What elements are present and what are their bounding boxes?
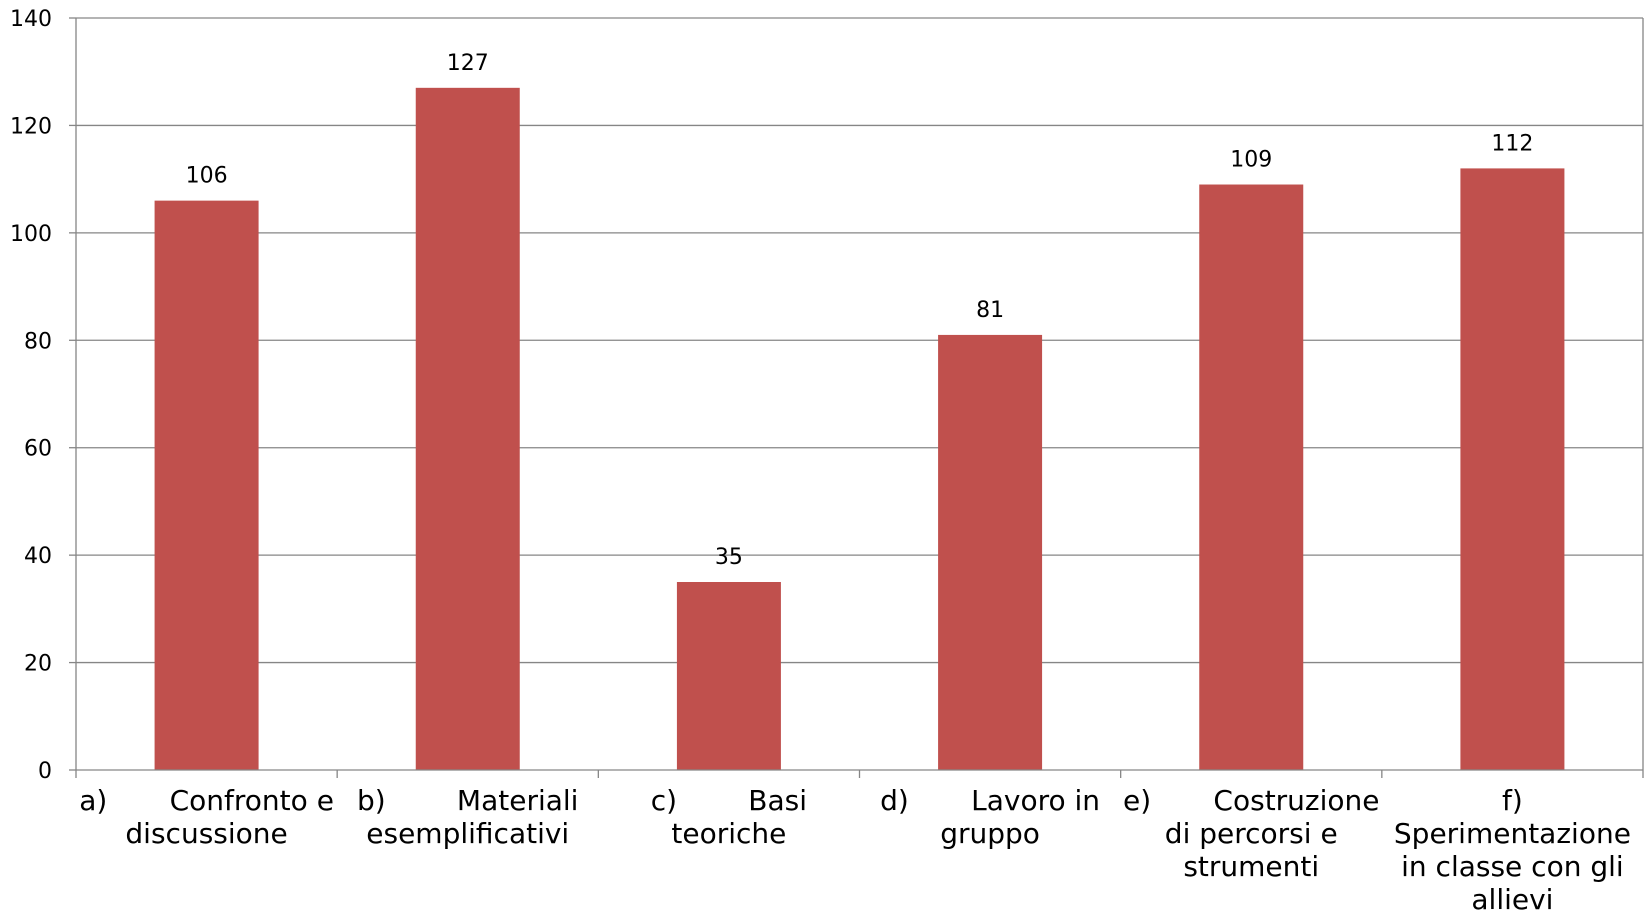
bar	[1460, 168, 1565, 770]
bar	[676, 582, 781, 770]
bar	[154, 200, 259, 771]
category-label-line: e) Costruzione	[1123, 784, 1380, 817]
bar	[415, 87, 520, 771]
data-label: 112	[1491, 131, 1533, 156]
y-tick-label: 0	[38, 759, 52, 784]
category-label: e) Costruzione di percorsi e strumenti	[1123, 784, 1380, 883]
category-label-line: discussione	[125, 817, 287, 850]
gridlines	[76, 17, 1643, 664]
y-tick-labels: 0 20 40 60 80 100 120 140	[10, 7, 52, 784]
category-label-line: c) Basi	[651, 784, 807, 817]
y-tick-label: 80	[24, 329, 52, 354]
y-tick-label: 100	[10, 222, 52, 247]
y-tick-label: 60	[24, 437, 52, 462]
category-label-line: teoriche	[671, 817, 786, 850]
x-tick-marks	[75, 770, 1644, 778]
y-tick-label: 120	[10, 114, 52, 139]
category-label-line: strumenti	[1183, 850, 1319, 883]
category-label-line: gruppo	[940, 817, 1040, 850]
category-label: d) Lavoro in gruppo	[880, 784, 1100, 850]
category-label-line: a) Confronto e	[79, 784, 334, 817]
data-label: 35	[715, 545, 743, 570]
data-label: 127	[447, 51, 489, 76]
data-labels: 106 127 35 81 109 112	[186, 51, 1534, 570]
category-label-line: Sperimentazione	[1394, 817, 1631, 850]
bar	[1199, 184, 1304, 770]
data-label: 81	[976, 298, 1004, 323]
category-label: a) Confronto e discussione	[79, 784, 334, 850]
axes	[69, 17, 1644, 771]
category-label-line: d) Lavoro in	[880, 784, 1100, 817]
category-label: f) Sperimentazione in classe con gli alliev…	[1394, 784, 1631, 916]
category-label-line: allievi	[1471, 883, 1553, 916]
category-label: c) Basi teoriche	[651, 784, 807, 850]
y-tick-label: 20	[24, 652, 52, 677]
category-label: b) Materiali esemplificativi	[357, 784, 578, 850]
category-label-line: in classe con gli	[1401, 850, 1624, 883]
category-label-line: esemplificativi	[366, 817, 569, 850]
category-labels: a) Confronto e discussione b) Materiali ese…	[79, 784, 1631, 916]
bars	[154, 87, 1565, 771]
data-label: 109	[1230, 148, 1272, 173]
category-label-line: di percorsi e	[1165, 817, 1338, 850]
bar	[938, 334, 1043, 770]
data-label: 106	[186, 164, 228, 189]
y-tick-label: 40	[24, 544, 52, 569]
y-tick-label: 140	[10, 7, 52, 32]
category-label-line: f)	[1502, 784, 1523, 817]
category-label-line: b) Materiali	[357, 784, 578, 817]
